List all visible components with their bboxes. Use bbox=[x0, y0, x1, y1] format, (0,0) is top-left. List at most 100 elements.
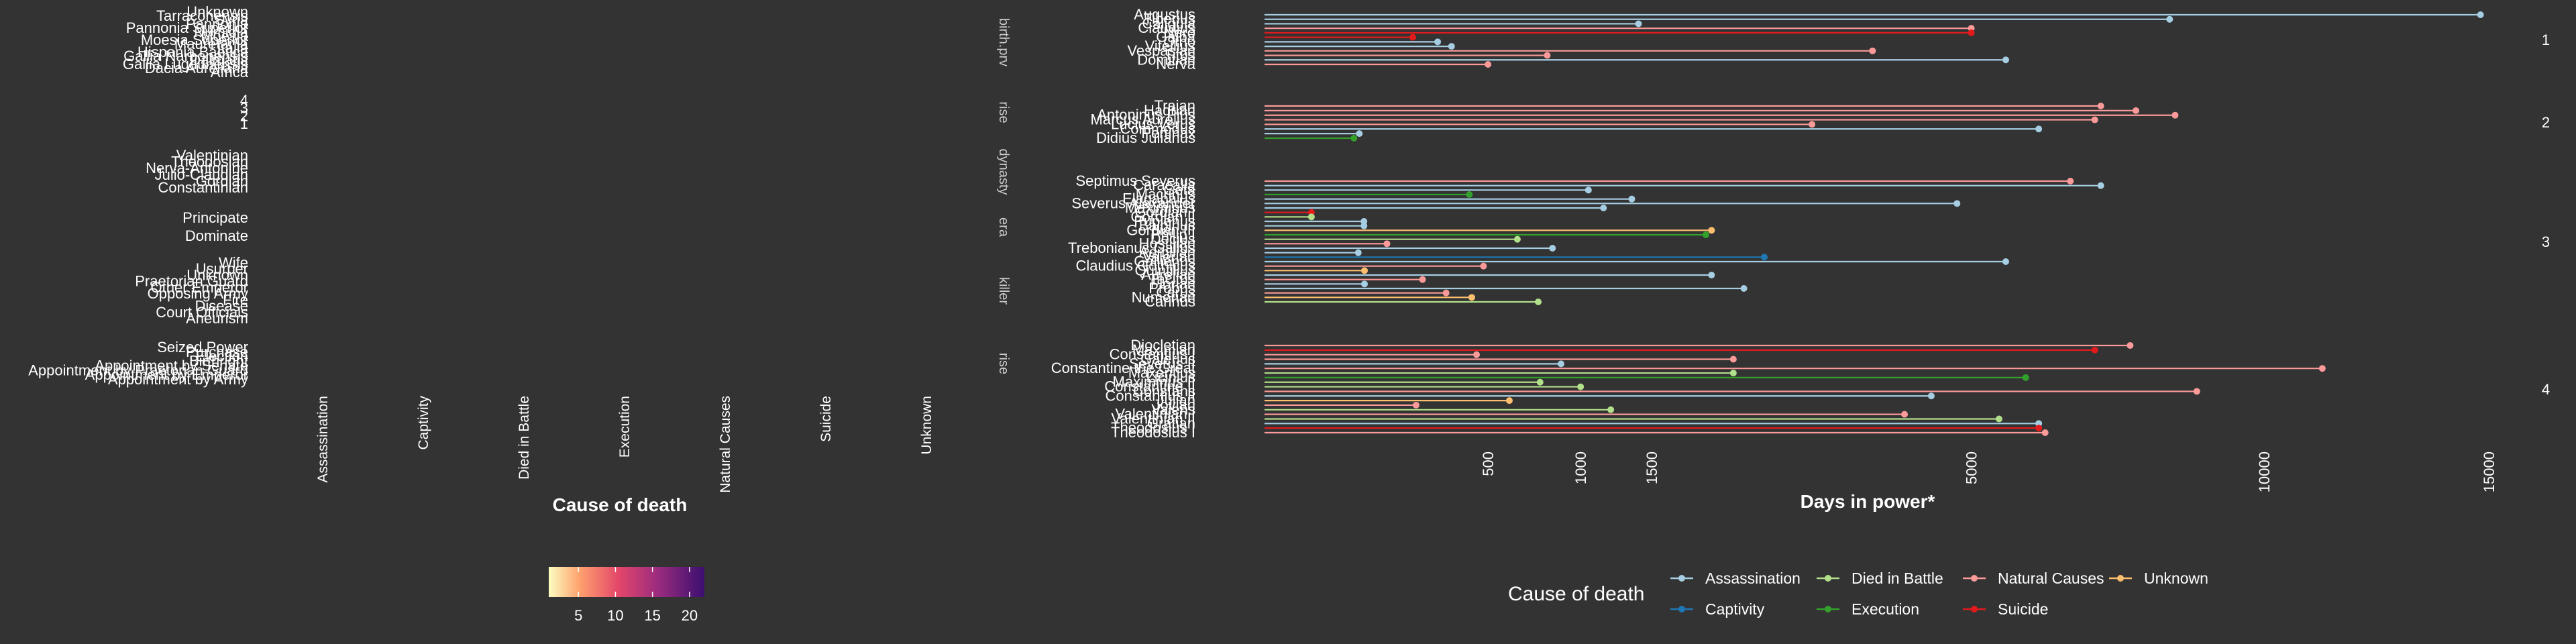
lollipop-point bbox=[1968, 29, 1975, 36]
emperor-label: Philip I bbox=[1151, 226, 1195, 243]
emperor-label: Domitian bbox=[1137, 51, 1195, 68]
emperor-label: Valentinian II bbox=[1111, 410, 1195, 427]
heatmap-row-label: Seized Power bbox=[157, 339, 248, 356]
emperor-label: Carus bbox=[1156, 284, 1195, 301]
heatmap-row-label: Appointment by Senate bbox=[95, 357, 248, 374]
legend-label: Execution bbox=[1851, 600, 1919, 618]
heatmap-x-axis: Assassination Captivity Died in Battle Exec… bbox=[315, 396, 934, 493]
heatmap-row-label: Italia bbox=[217, 40, 249, 56]
emperor-label: Marcus Aurelius bbox=[1090, 111, 1195, 128]
legend-key-point bbox=[1825, 575, 1831, 582]
emperor-label: Lucius Verus bbox=[1111, 115, 1195, 132]
lollipop-point bbox=[1869, 47, 1876, 54]
heatmap-row-label: 2 bbox=[240, 107, 248, 124]
lollipop-point bbox=[1995, 415, 2002, 423]
lollipop-point bbox=[1557, 360, 1564, 368]
emperor-label: Caracalla bbox=[1133, 177, 1196, 194]
lollipop-x-axis-title: Days in power* bbox=[1801, 491, 1935, 512]
lollipop-point bbox=[1635, 20, 1642, 28]
emperor-label: Severus Alexander bbox=[1071, 195, 1195, 211]
lollipop-point bbox=[1505, 397, 1513, 405]
lollipop-point bbox=[1480, 262, 1487, 270]
emperor-label: Nero bbox=[1163, 24, 1195, 41]
emperor-label: Titus bbox=[1164, 47, 1195, 64]
lollipop-point bbox=[1953, 200, 1961, 207]
lollipop-point bbox=[1360, 280, 1368, 288]
lollipop-point bbox=[2097, 182, 2104, 189]
lollipop-point bbox=[1809, 121, 1816, 128]
legend-label: Assassination bbox=[1705, 570, 1801, 587]
colorbar-tick-label: 10 bbox=[607, 607, 623, 624]
lollipop-point bbox=[1434, 38, 1442, 46]
lollipop-point bbox=[2067, 178, 2074, 184]
lollipop-point bbox=[2091, 346, 2098, 354]
lollipop-point bbox=[2035, 425, 2043, 432]
heatmap-row-label: Dominate bbox=[185, 227, 248, 244]
heatmap-row-label: Mauretania bbox=[174, 36, 249, 52]
emperor-label: Maxentius bbox=[1128, 364, 1195, 381]
lollipop-point bbox=[1600, 205, 1607, 211]
lollipop-point bbox=[1607, 406, 1615, 413]
lollipop-facet-strip-label: 2 bbox=[2542, 114, 2550, 131]
heatmap-x-tick-label: Execution bbox=[617, 396, 633, 458]
heatmap-row-label: Syria bbox=[215, 11, 249, 28]
emperor-label: Vespasian bbox=[1127, 42, 1195, 59]
lollipop-x-axis: 500 1000 1500 5000 10000 15000 bbox=[1480, 451, 2498, 492]
emperor-label: Macrinus bbox=[1136, 186, 1195, 203]
heatmap-facet-strip-label: rise bbox=[996, 101, 1011, 123]
lollipop-point bbox=[2477, 11, 2484, 18]
lollipop-point bbox=[1544, 52, 1551, 59]
heatmap-row-label: Aneurism bbox=[186, 310, 248, 327]
lollipop-x-tick-label: 10000 bbox=[2256, 451, 2273, 492]
lollipop-facet-strip-label: 3 bbox=[2542, 233, 2550, 250]
colorbar-tick-label: 5 bbox=[574, 607, 582, 624]
lollipop-point bbox=[2002, 56, 2009, 64]
legend-key-point bbox=[1971, 606, 1978, 612]
lollipop-point bbox=[1468, 294, 1475, 301]
lollipop-point bbox=[1702, 231, 1709, 238]
heatmap-row-label: Appointment by Praetorian Guard bbox=[28, 362, 248, 378]
heatmap-x-tick-label: Died in Battle bbox=[517, 396, 532, 480]
emperor-label: Caligula bbox=[1142, 15, 1196, 32]
lollipop-point bbox=[1513, 235, 1521, 243]
lollipop-point bbox=[1360, 267, 1368, 274]
emperor-label: Severus II bbox=[1129, 355, 1195, 372]
lollipop-point bbox=[1356, 130, 1363, 138]
lollipop-point bbox=[1585, 186, 1592, 194]
emperor-label: Gordian III bbox=[1126, 221, 1195, 238]
emperor-label: Jovian bbox=[1152, 396, 1195, 413]
emperor-label: Tacitus bbox=[1150, 271, 1195, 288]
emperor-label: Pertinax bbox=[1141, 125, 1195, 142]
emperor-label: Trebonianus Gallus bbox=[1068, 239, 1195, 256]
lollipop-point bbox=[2097, 103, 2104, 109]
heatmap-row-label: Pannonia Superior bbox=[126, 19, 248, 36]
emperor-label: Gordian I bbox=[1135, 204, 1196, 221]
heatmap-x-axis-title: Cause of death bbox=[553, 494, 688, 515]
heatmap-row-label: Birthright bbox=[189, 353, 248, 370]
emperor-label: Antoninus Pius bbox=[1097, 107, 1195, 123]
heatmap-row-label: Disease bbox=[195, 298, 248, 315]
lollipop-point bbox=[2132, 107, 2139, 114]
heatmap-row-label: Usurper bbox=[196, 260, 248, 277]
legend-key-point bbox=[1825, 606, 1831, 612]
heatmap-row-label: 3 bbox=[240, 100, 248, 117]
heatmap-x-tick-label: Suicide bbox=[818, 396, 834, 442]
heatmap-row-label: Valentinian bbox=[176, 147, 248, 164]
emperor-label: Maximinus II bbox=[1113, 374, 1195, 390]
heatmap-x-tick-label: Unknown bbox=[919, 396, 934, 455]
lollipop-point bbox=[1360, 222, 1368, 229]
legend-label: Died in Battle bbox=[1851, 570, 1943, 587]
lollipop-facet-strip-label: 1 bbox=[2542, 32, 2550, 48]
emperor-label: Constantine II bbox=[1104, 378, 1195, 395]
emperor-label: Hostilian bbox=[1139, 235, 1195, 252]
emperor-label: Vitellius bbox=[1145, 38, 1195, 54]
heatmap-panel: UnknownTarraconensisSyriaPannoniaPannoni… bbox=[28, 3, 249, 388]
heatmap-row-label: Moesia bbox=[201, 28, 249, 44]
lollipop-point bbox=[1473, 351, 1481, 358]
heatmap-row-label: Praetorian Guard bbox=[135, 273, 248, 290]
lollipop-facet-strips: 1 2 3 4 bbox=[2542, 32, 2550, 398]
lollipop-point bbox=[1535, 299, 1542, 305]
legend-key-point bbox=[2117, 575, 2124, 582]
emperor-label: Aemilian bbox=[1139, 244, 1195, 261]
